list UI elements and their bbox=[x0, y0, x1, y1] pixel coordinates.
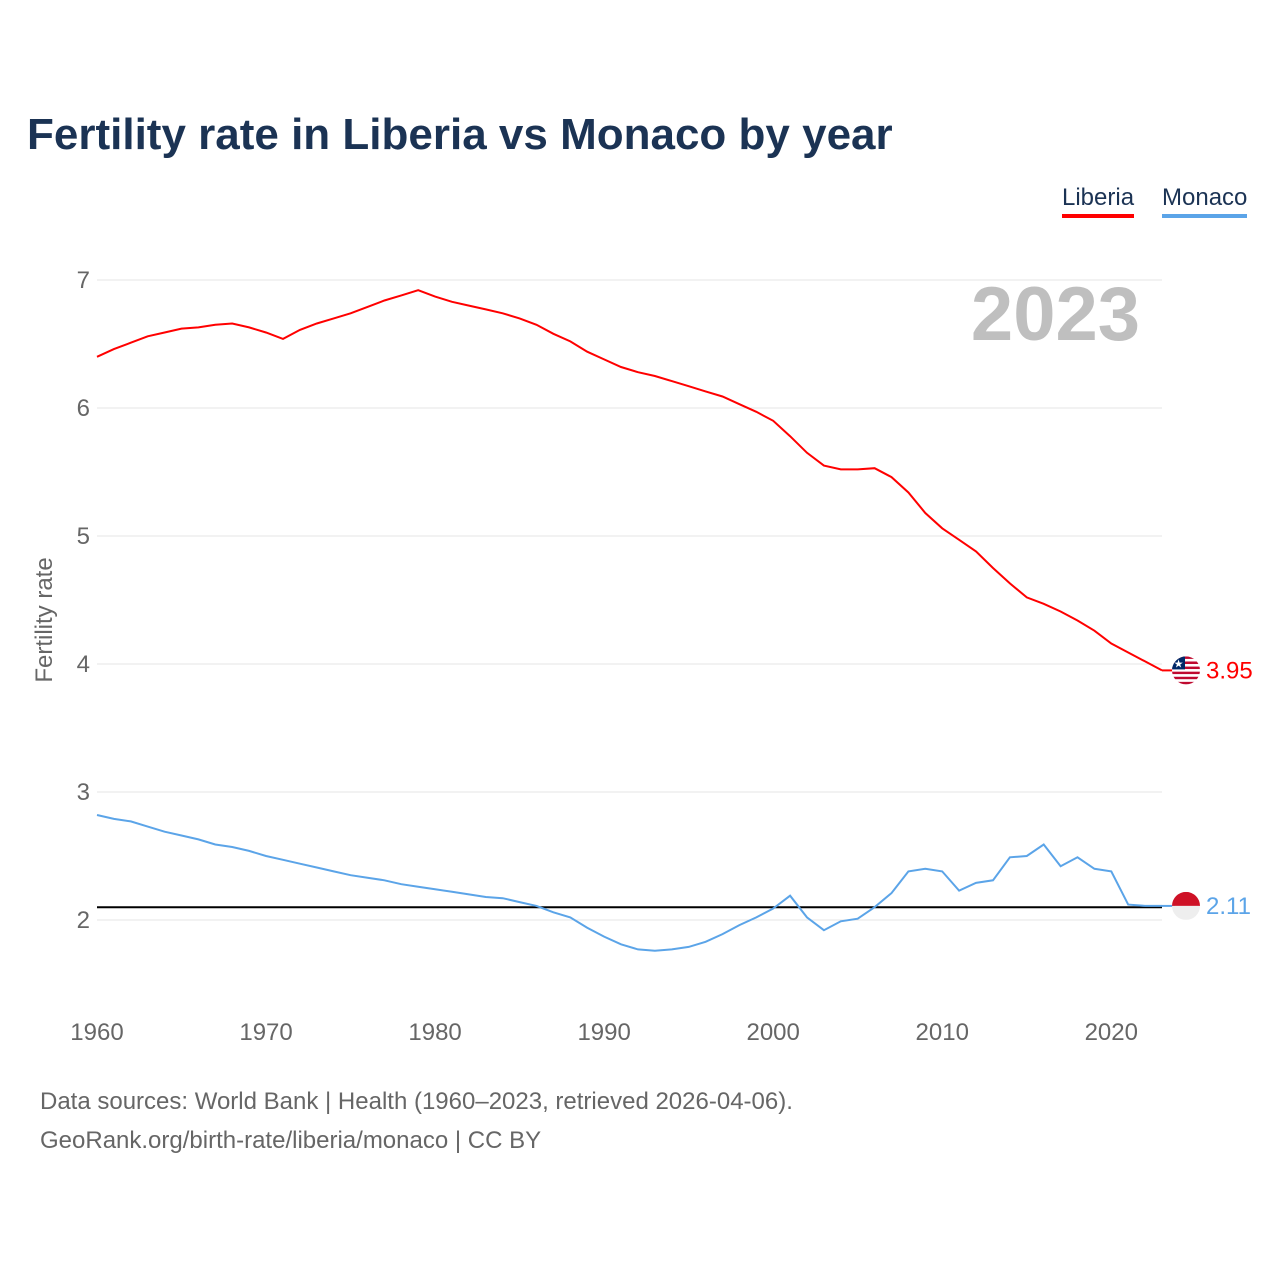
svg-text:★: ★ bbox=[1174, 658, 1184, 670]
y-tick-label: 6 bbox=[77, 395, 90, 422]
chart-title: Fertility rate in Liberia vs Monaco by y… bbox=[27, 110, 893, 159]
x-tick-label: 2020 bbox=[1085, 1019, 1138, 1046]
x-tick-label: 1970 bbox=[239, 1019, 292, 1046]
y-axis-label: Fertility rate bbox=[31, 557, 58, 682]
end-value-label-liberia: 3.95 bbox=[1206, 657, 1253, 684]
x-tick-label: 1990 bbox=[577, 1019, 630, 1046]
data-sources: Data sources: World Bank | Health (1960–… bbox=[40, 1088, 793, 1115]
x-tick-label: 1980 bbox=[408, 1019, 461, 1046]
x-tick-label: 2000 bbox=[746, 1019, 799, 1046]
credit-link[interactable]: GeoRank.org/birth-rate/liberia/monaco | … bbox=[40, 1127, 542, 1154]
liberia-flag-icon: ★ bbox=[1172, 656, 1200, 685]
series-line-monaco bbox=[96, 814, 1162, 952]
y-tick-label: 5 bbox=[77, 523, 90, 550]
legend-liberia[interactable]: Liberia bbox=[1062, 184, 1135, 218]
y-tick-label: 3 bbox=[77, 779, 90, 806]
y-tick-label: 2 bbox=[77, 907, 90, 934]
x-tick-label: 1960 bbox=[70, 1019, 123, 1046]
monaco-flag-icon bbox=[1172, 891, 1200, 920]
x-tick-label: 2010 bbox=[916, 1019, 969, 1046]
end-value-label-monaco: 2.11 bbox=[1206, 893, 1251, 920]
year-watermark: 2023 bbox=[971, 272, 1140, 357]
series-line-liberia bbox=[96, 289, 1163, 672]
legend-monaco[interactable]: Monaco bbox=[1162, 184, 1248, 218]
y-tick-label: 7 bbox=[77, 267, 90, 294]
y-tick-label: 4 bbox=[77, 651, 90, 678]
